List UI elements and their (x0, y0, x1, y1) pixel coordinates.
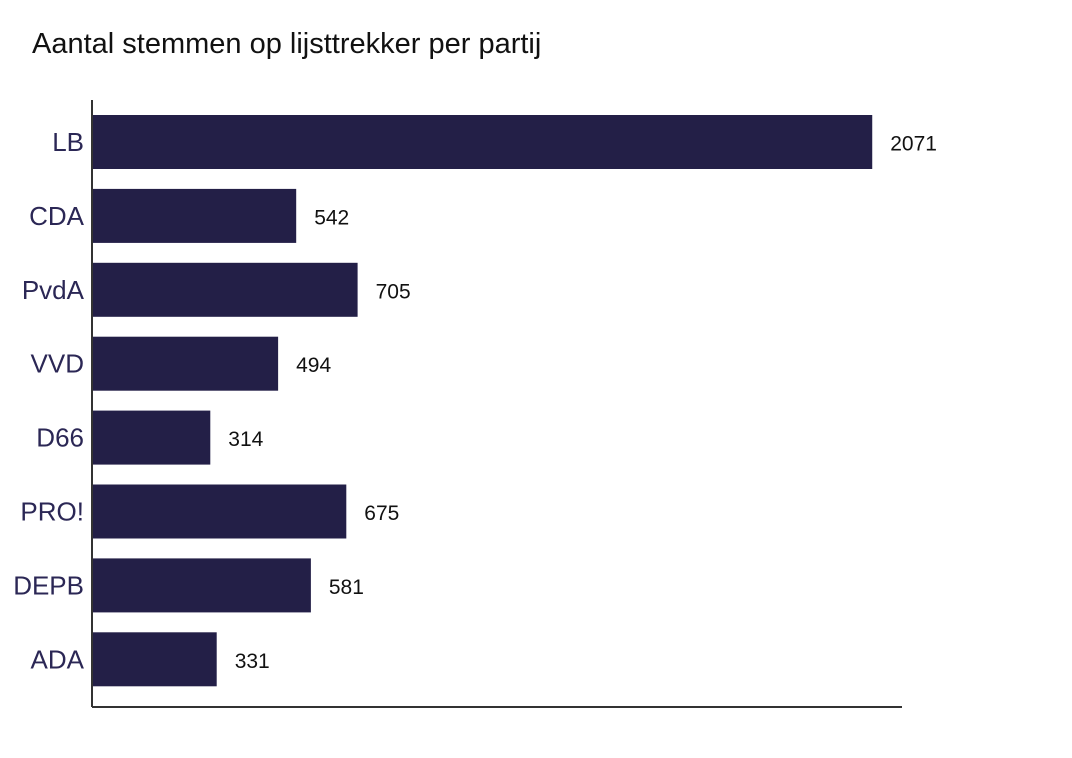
category-label-ada: ADA (31, 644, 85, 674)
chart-title: Aantal stemmen op lijsttrekker per parti… (32, 28, 542, 60)
bar-lb (92, 115, 873, 169)
category-label-cda: CDA (29, 201, 85, 231)
bar-ada (92, 632, 217, 687)
category-label-pvda: PvdA (22, 275, 85, 305)
bar-depb (92, 558, 311, 613)
category-label-lb: LB (52, 127, 84, 157)
bar-cda (92, 188, 297, 243)
category-label-vvd: VVD (31, 349, 84, 379)
value-label-pro: 675 (364, 502, 399, 525)
bar-vvd (92, 336, 279, 391)
category-label-d66: D66 (36, 423, 84, 453)
category-label-pro: PRO! (20, 497, 84, 527)
bars-layer (92, 115, 873, 687)
bar-pvda (92, 262, 358, 317)
value-label-lb: 2071 (890, 133, 937, 156)
bar-pro (92, 484, 347, 539)
value-label-depb: 581 (329, 576, 364, 599)
value-label-ada: 331 (235, 650, 270, 673)
labels-layer: LB 2071 CDA 542 PvdA 705 VVD 494 D66 314 PRO! 675 DE… (13, 127, 937, 674)
value-label-pvda: 705 (376, 280, 411, 303)
category-label-depb: DEPB (13, 570, 84, 600)
value-label-d66: 314 (228, 428, 263, 451)
bar-d66 (92, 410, 211, 465)
value-label-cda: 542 (314, 206, 349, 229)
value-label-vvd: 494 (296, 354, 331, 377)
